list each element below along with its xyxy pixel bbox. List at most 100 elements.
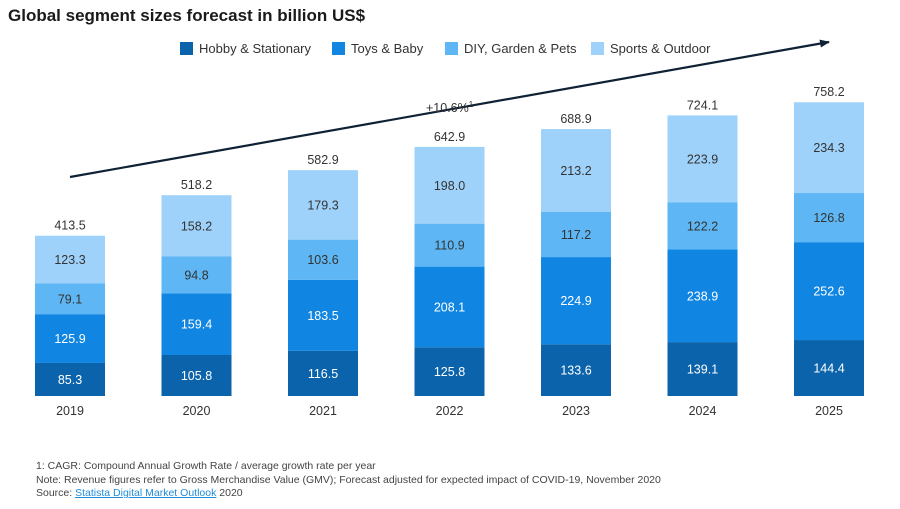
bar-column-2019: 85.3 125.9 79.1 123.3 413.5	[35, 219, 105, 396]
footnote-note: Note: Revenue figures refer to Gross Mer…	[36, 473, 661, 486]
data-label: 105.8	[181, 369, 212, 383]
legend-label: DIY, Garden & Pets	[464, 41, 577, 56]
total-label: 688.9	[560, 112, 591, 126]
legend-swatch	[180, 42, 193, 55]
bar-segment-hobby-stationary	[794, 340, 864, 396]
x-tick-label: 2023	[562, 404, 590, 418]
data-label: 125.9	[54, 332, 85, 346]
bar-column-2021: 116.5 183.5 103.6 179.3 582.9	[288, 153, 358, 396]
bar-segment-toys-baby	[541, 257, 611, 345]
legend-item-sports-outdoor: Sports & Outdoor	[591, 41, 711, 56]
data-label: 116.5	[308, 367, 338, 381]
data-label: 234.3	[813, 141, 844, 155]
data-label: 103.6	[307, 253, 338, 267]
bar-column-2020: 105.8 159.4 94.8 158.2 518.2	[161, 178, 232, 396]
data-label: 183.5	[307, 309, 338, 323]
bar-segment-diy-garden-pets	[288, 239, 358, 280]
data-label: 252.6	[813, 285, 844, 299]
data-label: 158.2	[181, 219, 212, 233]
bar-segment-hobby-stationary	[161, 355, 232, 396]
bar-segment-diy-garden-pets	[414, 223, 485, 267]
data-label: 213.2	[560, 164, 591, 178]
data-label: 125.8	[434, 365, 465, 379]
bar-segment-hobby-stationary	[35, 362, 105, 396]
chart-legend: Hobby & Stationary Toys & Baby DIY, Garden…	[180, 41, 711, 56]
bar-segment-toys-baby	[667, 249, 738, 343]
data-label: 144.4	[813, 362, 844, 376]
source-prefix: Source:	[36, 487, 76, 499]
bar-segment-sports-outdoor	[794, 102, 864, 194]
legend-label: Toys & Baby	[351, 41, 424, 56]
legend-item-toys-baby: Toys & Baby	[332, 41, 424, 56]
bar-column-2025: 144.4 252.6 126.8 234.3 758.2	[794, 85, 864, 396]
x-tick-label: 2020	[183, 404, 211, 418]
bar-segment-toys-baby	[288, 279, 358, 351]
footnotes: 1: CAGR: Compound Annual Growth Rate / a…	[36, 460, 661, 501]
legend-label: Sports & Outdoor	[610, 41, 711, 56]
data-label: 110.9	[434, 239, 464, 253]
trend-annotation: +10.6%1	[69, 39, 830, 179]
data-label: 79.1	[58, 292, 82, 306]
bar-segment-hobby-stationary	[414, 347, 485, 396]
data-label: 238.9	[687, 289, 718, 303]
data-label: 159.4	[181, 318, 212, 332]
data-label: 85.3	[58, 373, 82, 387]
legend-label: Hobby & Stationary	[199, 41, 312, 56]
bar-segment-hobby-stationary	[541, 344, 611, 396]
total-label: 758.2	[813, 85, 844, 99]
bars-group: 85.3 125.9 79.1 123.3 413.5 105.8 159.4 94.8 158…	[35, 85, 864, 396]
x-tick-label: 2025	[815, 404, 843, 418]
data-label: 179.3	[307, 198, 338, 212]
bar-segment-diy-garden-pets	[161, 256, 232, 294]
legend-swatch	[591, 42, 604, 55]
cagr-label: +10.6%1	[426, 100, 474, 115]
x-tick-label: 2022	[436, 404, 464, 418]
data-label: 139.1	[687, 363, 718, 377]
data-label: 122.2	[687, 219, 718, 233]
bar-column-2023: 133.6 224.9 117.2 213.2 688.9	[541, 112, 611, 396]
bar-segment-diy-garden-pets	[541, 211, 611, 258]
data-label: 126.8	[813, 211, 844, 225]
x-axis: 2019 2020 2021 2022 2023 2024 2025	[56, 404, 843, 418]
data-label: 123.3	[54, 253, 85, 267]
bar-segment-toys-baby	[414, 266, 485, 348]
x-tick-label: 2019	[56, 404, 84, 418]
data-label: 208.1	[434, 300, 465, 314]
total-label: 724.1	[687, 98, 718, 112]
bar-segment-toys-baby	[35, 314, 105, 363]
trend-arrow	[69, 39, 830, 179]
footnote-cagr: 1: CAGR: Compound Annual Growth Rate / a…	[36, 460, 376, 472]
bar-segment-sports-outdoor	[161, 195, 232, 257]
bar-segment-diy-garden-pets	[35, 283, 105, 315]
bar-segment-sports-outdoor	[288, 170, 358, 240]
legend-swatch	[332, 42, 345, 55]
legend-item-hobby-stationary: Hobby & Stationary	[180, 41, 312, 56]
stacked-bar-chart: Hobby & Stationary Toys & Baby DIY, Garden…	[35, 39, 864, 418]
bar-segment-diy-garden-pets	[794, 193, 864, 243]
bar-segment-sports-outdoor	[35, 235, 105, 284]
data-label: 117.2	[561, 228, 591, 242]
total-label: 642.9	[434, 130, 465, 144]
data-label: 94.8	[184, 268, 208, 282]
bar-segment-hobby-stationary	[288, 350, 358, 396]
bar-segment-diy-garden-pets	[667, 202, 738, 250]
bar-segment-sports-outdoor	[541, 129, 611, 212]
x-tick-label: 2024	[689, 404, 717, 418]
source-suffix: 2020	[216, 487, 243, 499]
x-tick-label: 2021	[309, 404, 337, 418]
data-label: 223.9	[687, 152, 718, 166]
chart-title: Global segment sizes forecast in billion…	[8, 6, 366, 25]
legend-item-diy-garden-pets: DIY, Garden & Pets	[445, 41, 577, 56]
bar-segment-toys-baby	[161, 293, 232, 356]
total-label: 582.9	[307, 153, 338, 167]
data-label: 133.6	[560, 364, 591, 378]
bar-column-2024: 139.1 238.9 122.2 223.9 724.1	[667, 98, 738, 396]
data-label: 224.9	[560, 294, 591, 308]
source-link[interactable]: Statista Digital Market Outlook	[75, 487, 217, 499]
footnote-source: Source: Statista Digital Market Outlook …	[36, 487, 661, 501]
bar-column-2022: 125.8 208.1 110.9 198.0 642.9	[414, 130, 485, 396]
total-label: 518.2	[181, 178, 212, 192]
data-label: 198.0	[434, 179, 465, 193]
bar-segment-sports-outdoor	[414, 146, 485, 224]
legend-swatch	[445, 42, 458, 55]
